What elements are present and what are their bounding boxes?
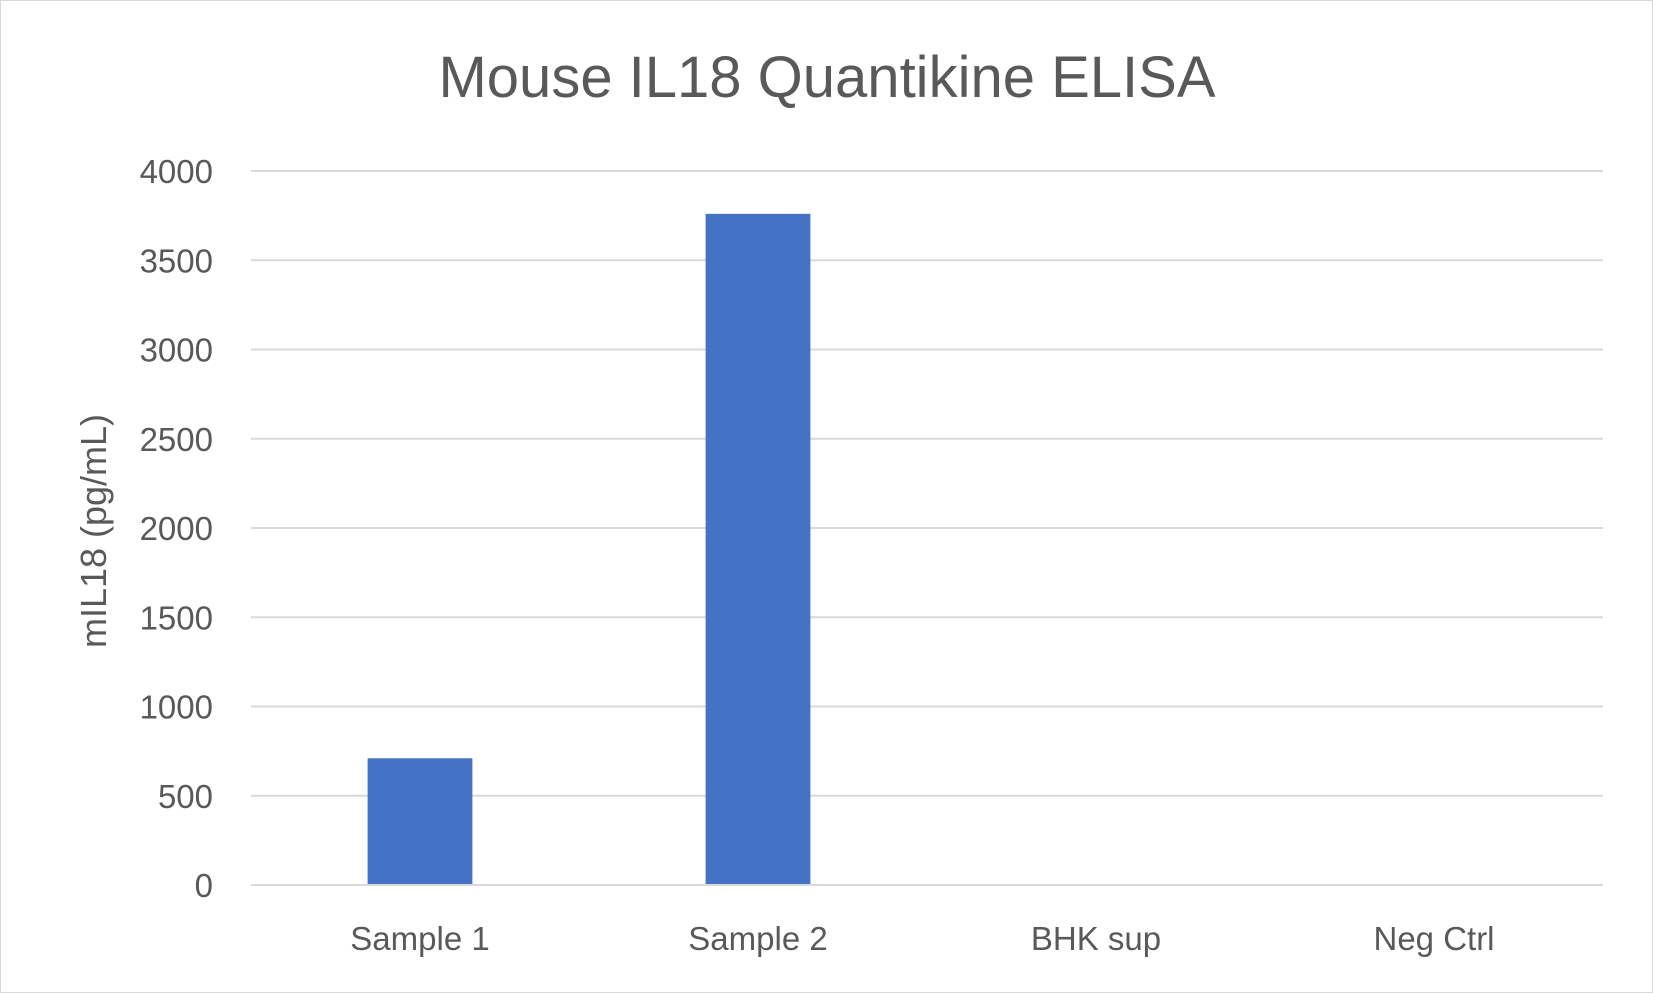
y-axis-ticks: 0 500 1000 1500 2000 2500 3000 3500 4000 [140,153,213,904]
x-category-label: Neg Ctrl [1373,920,1494,957]
bar-sample-2 [705,213,811,886]
x-category-label: Sample 1 [350,920,489,957]
y-tick-label: 3500 [140,242,213,279]
bar-sample-1 [367,758,473,885]
x-category-label: BHK sup [1031,920,1161,957]
chart-title: Mouse IL18 Quantikine ELISA [438,45,1215,110]
y-tick-label: 4000 [140,153,213,190]
y-tick-label: 2500 [140,421,213,458]
y-tick-label: 0 [195,867,213,904]
y-axis-title: mIL18 (pg/mL) [73,414,114,648]
gridlines [251,170,1603,797]
y-tick-label: 1500 [140,599,213,636]
bars [367,213,811,886]
x-axis-categories: Sample 1 Sample 2 BHK sup Neg Ctrl [350,920,1494,957]
x-category-label: Sample 2 [688,920,827,957]
y-tick-label: 1000 [140,689,213,726]
y-tick-label: 3000 [140,332,213,369]
y-tick-label: 2000 [140,510,213,547]
y-tick-label: 500 [158,778,213,815]
